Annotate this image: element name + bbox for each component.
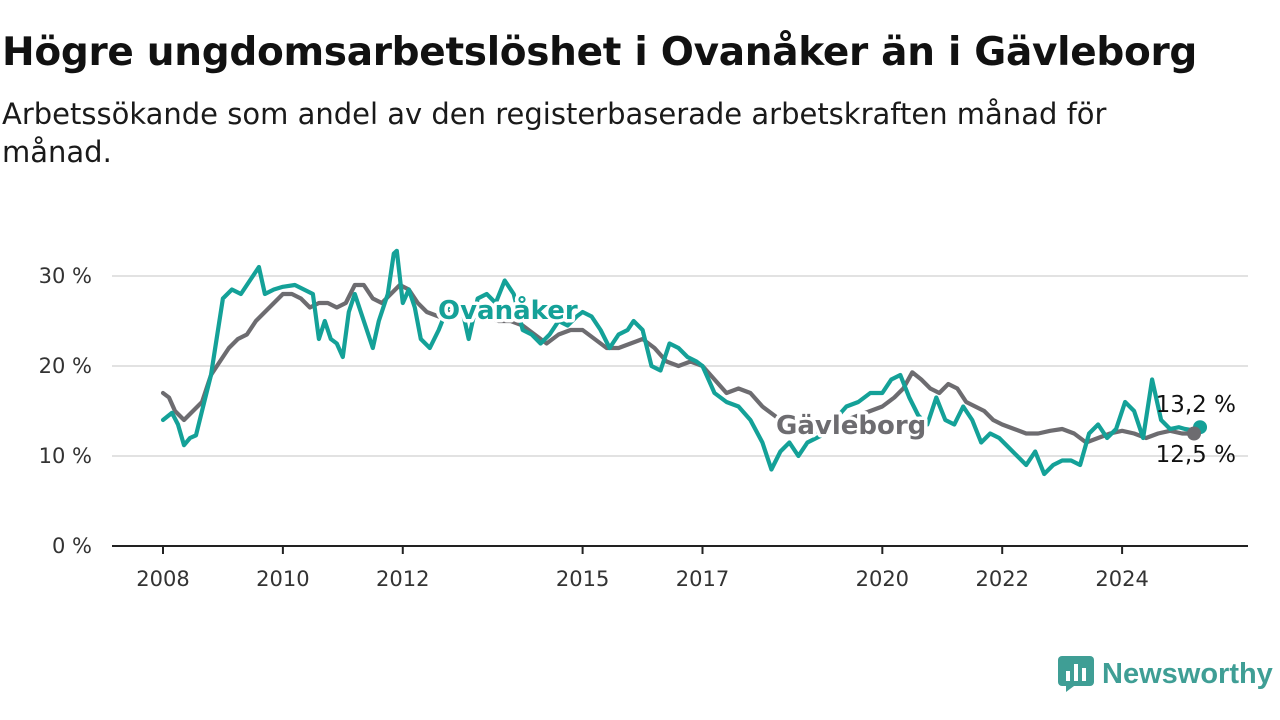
series-line-gavleborg [160, 282, 1197, 445]
brand-name: Newsworthy [1102, 657, 1273, 690]
x-tick-label: 2017 [676, 567, 729, 591]
y-tick-label: 0 % [52, 534, 92, 558]
y-tick-label: 10 % [39, 444, 92, 468]
newsworthy-brand: Newsworthy [1058, 654, 1273, 694]
x-tick-label: 2012 [376, 567, 429, 591]
series-line-ovanaker [160, 248, 1203, 477]
x-tick-label: 2010 [256, 567, 309, 591]
chart-subtitle: Arbetssökande som andel av den registerb… [2, 97, 1107, 169]
end-label-gavleborg: 12,5 % [1156, 442, 1236, 468]
x-tick-label: 2015 [556, 567, 609, 591]
x-axis-ticks: 2008 2010 2012 2015 2017 2020 2022 2024 [136, 546, 1149, 591]
end-label-ovanaker: 13,2 % [1156, 392, 1236, 418]
series-lines [160, 248, 1208, 477]
series-label-ovanaker: Ovanåker [438, 294, 578, 326]
chart-title: Högre ungdomsarbetslöshet i Ovanåker än … [2, 30, 1198, 75]
x-tick-label: 2008 [136, 567, 189, 591]
y-tick-label: 20 % [39, 354, 92, 378]
series-labels: Ovanåker Gävleborg 13,2 % 12,5 % [435, 291, 1237, 469]
end-dot-gavleborg [1187, 426, 1202, 441]
gridlines [112, 275, 1248, 547]
x-tick-label: 2022 [975, 567, 1028, 591]
y-axis-ticks: 0 % 10 % 20 % 30 % [39, 264, 92, 558]
series-label-gavleborg: Gävleborg [776, 411, 926, 441]
x-tick-label: 2024 [1095, 567, 1148, 591]
y-tick-label: 30 % [39, 264, 92, 288]
newsworthy-logo-icon [1058, 656, 1094, 692]
x-tick-label: 2020 [856, 567, 909, 591]
